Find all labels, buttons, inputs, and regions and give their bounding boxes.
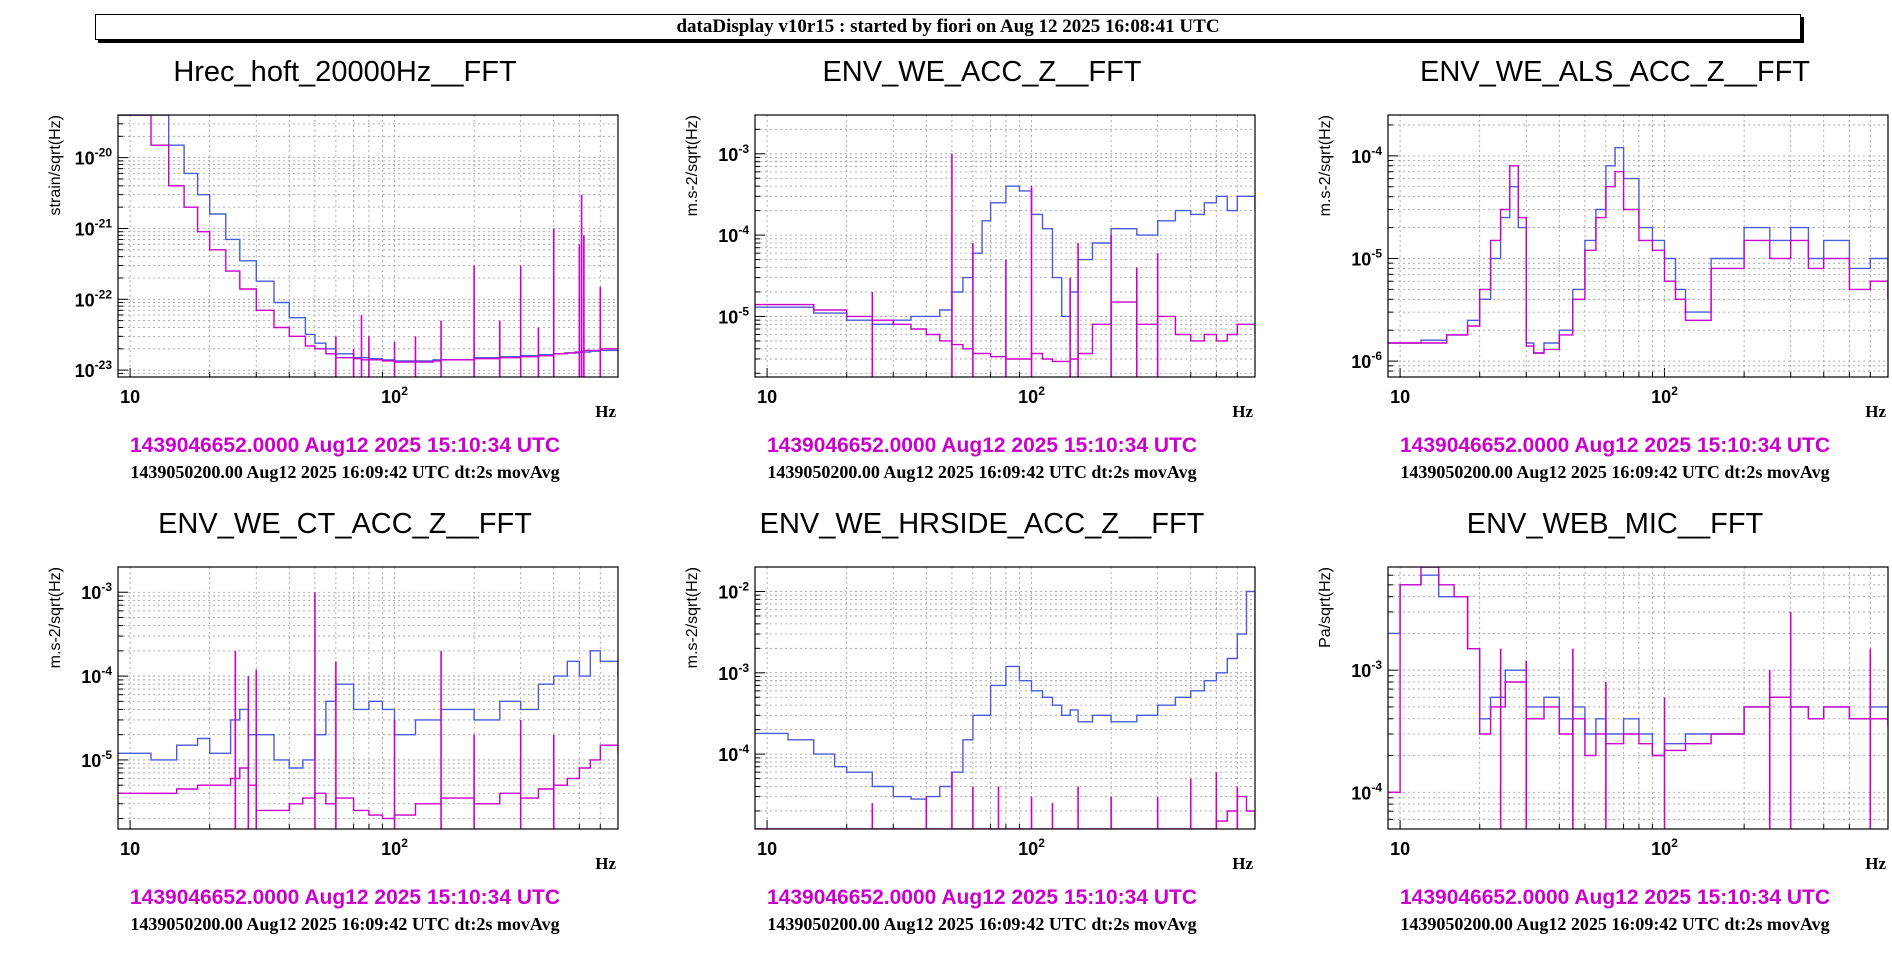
y-tick-label: 10-23 <box>75 358 113 381</box>
y-tick-label: 10-3 <box>1351 658 1382 681</box>
x-tick-label: 102 <box>1018 384 1045 407</box>
plot-panel-web-mic: 10-4 10-3 10 102 Hz Pa/sqrt(Hz) ENV_WEB_MIC__… <box>1300 507 1892 957</box>
spectrum-line <box>118 650 618 769</box>
series-group <box>755 153 1255 377</box>
y-axis-label: m.s-2/sqrt(Hz) <box>1317 115 1334 216</box>
x-tick-label: 10 <box>1390 839 1410 859</box>
chart-we-ct-acc-z: 10-5 10-4 10-3 10 102 Hz m.s-2/sqrt(Hz) <box>47 566 619 873</box>
chart-title: ENV_WE_ALS_ACC_Z__FFT <box>1419 56 1810 88</box>
x-axis-label: Hz <box>595 402 616 421</box>
chart-we-als-acc-z: 10-6 10-5 10-4 10 102 Hz m.s-2/sqrt(Hz) <box>1317 114 1889 421</box>
x-axis-label: Hz <box>1232 402 1253 421</box>
chart-title: ENV_WE_CT_ACC_Z__FFT <box>158 508 532 540</box>
display-header: dataDisplay v10r15 : started by fiori on… <box>95 14 1801 40</box>
plot-frame <box>1387 114 1889 378</box>
plot-frame <box>1387 566 1889 830</box>
plot-panel-we-ct-acc-z: 10-5 10-4 10-3 10 102 Hz m.s-2/sqrt(Hz) ENV_WE… <box>30 507 660 957</box>
x-axis-label: Hz <box>1865 854 1886 873</box>
spectrum-line <box>1388 567 1888 793</box>
series-group <box>118 592 618 829</box>
plot-frame <box>117 566 619 830</box>
spectrum-line <box>1388 147 1888 354</box>
x-tick-label: 10 <box>120 387 140 407</box>
chart-hoft: 10-23 10-22 10-21 10-20 10 102 Hz strain/sqrt(H… <box>47 114 619 421</box>
y-tick-label: 10-3 <box>718 142 749 165</box>
y-tick-label: 10-20 <box>75 146 113 169</box>
spectrum-line <box>1388 165 1888 354</box>
spectrum-line <box>118 115 618 362</box>
x-axis-label: Hz <box>1865 402 1886 421</box>
y-tick-label: 10-3 <box>81 580 112 603</box>
chart-web-mic: 10-4 10-3 10 102 Hz Pa/sqrt(Hz) <box>1317 566 1889 873</box>
x-tick-label: 102 <box>1018 836 1045 859</box>
spectrum-line <box>755 301 1255 363</box>
spectrum-line <box>118 744 618 820</box>
plot-frame <box>754 566 1256 830</box>
spectrum-line <box>755 590 1255 800</box>
y-tick-label: 10-5 <box>718 304 749 327</box>
y-tick-label: 10-6 <box>1351 349 1382 372</box>
x-tick-label: 102 <box>381 384 408 407</box>
y-tick-label: 10-4 <box>81 664 112 687</box>
series-group <box>1388 567 1888 829</box>
current-time-label: 1439050200.00 Aug12 2025 16:09:42 UTC dt… <box>130 462 560 482</box>
y-tick-label: 10-4 <box>1351 780 1382 803</box>
x-tick-label: 10 <box>1390 387 1410 407</box>
y-axis-label: strain/sqrt(Hz) <box>47 115 64 215</box>
y-axis-label: Pa/sqrt(Hz) <box>1317 567 1334 648</box>
current-time-label: 1439050200.00 Aug12 2025 16:09:42 UTC dt… <box>767 462 1197 482</box>
plot-frame <box>117 114 619 378</box>
y-axis-label: m.s-2/sqrt(Hz) <box>684 567 701 668</box>
y-tick-label: 10-21 <box>75 216 113 239</box>
y-tick-label: 10-4 <box>718 223 749 246</box>
chart-we-acc-z: 10-5 10-4 10-3 10 102 Hz m.s-2/sqrt(Hz) <box>684 114 1256 421</box>
y-tick-label: 10-5 <box>81 748 112 771</box>
x-tick-label: 10 <box>757 839 777 859</box>
spectrum-line <box>1388 574 1888 757</box>
chart-we-hrside-acc-z: 10-4 10-3 10-2 10 102 Hz m.s-2/sqrt(Hz) <box>684 566 1256 873</box>
current-time-label: 1439050200.00 Aug12 2025 16:09:42 UTC dt… <box>130 914 560 934</box>
plot-frame <box>754 114 1256 378</box>
x-tick-label: 10 <box>120 839 140 859</box>
reference-time-label: 1439046652.0000 Aug12 2025 15:10:34 UTC <box>766 434 1198 457</box>
plot-panel-we-als-acc-z: 10-6 10-5 10-4 10 102 Hz m.s-2/sqrt(Hz) ENV_WE… <box>1300 55 1892 505</box>
current-time-label: 1439050200.00 Aug12 2025 16:09:42 UTC dt… <box>1400 462 1830 482</box>
current-time-label: 1439050200.00 Aug12 2025 16:09:42 UTC dt… <box>1400 914 1830 934</box>
y-tick-label: 10-3 <box>718 661 749 684</box>
reference-time-label: 1439046652.0000 Aug12 2025 15:10:34 UTC <box>129 434 561 457</box>
reference-time-label: 1439046652.0000 Aug12 2025 15:10:34 UTC <box>1399 886 1831 909</box>
y-tick-label: 10-4 <box>718 742 749 765</box>
x-tick-label: 102 <box>381 836 408 859</box>
chart-title: ENV_WE_ACC_Z__FFT <box>822 56 1142 88</box>
spectrum-line <box>755 185 1255 325</box>
x-tick-label: 10 <box>757 387 777 407</box>
x-axis-label: Hz <box>1232 854 1253 873</box>
spectrum-line <box>755 795 1255 829</box>
y-tick-label: 10-4 <box>1351 144 1382 167</box>
series-group <box>118 115 618 377</box>
y-axis-label: m.s-2/sqrt(Hz) <box>684 115 701 216</box>
chart-title: ENV_WEB_MIC__FFT <box>1466 508 1764 540</box>
chart-title: ENV_WE_HRSIDE_ACC_Z__FFT <box>759 508 1205 540</box>
series-group <box>1388 147 1888 354</box>
reference-time-label: 1439046652.0000 Aug12 2025 15:10:34 UTC <box>1399 434 1831 457</box>
plot-panel-hoft: 10-23 10-22 10-21 10-20 10 102 Hz strain/sqrt(H… <box>30 55 660 505</box>
x-tick-label: 102 <box>1651 384 1678 407</box>
x-axis-label: Hz <box>595 854 616 873</box>
y-tick-label: 10-22 <box>75 287 113 310</box>
spectrum-line <box>118 115 618 363</box>
series-group <box>755 590 1255 829</box>
reference-time-label: 1439046652.0000 Aug12 2025 15:10:34 UTC <box>766 886 1198 909</box>
plot-panel-we-acc-z: 10-5 10-4 10-3 10 102 Hz m.s-2/sqrt(Hz) ENV_WE… <box>667 55 1297 505</box>
y-tick-label: 10-5 <box>1351 246 1382 269</box>
current-time-label: 1439050200.00 Aug12 2025 16:09:42 UTC dt… <box>767 914 1197 934</box>
reference-time-label: 1439046652.0000 Aug12 2025 15:10:34 UTC <box>129 886 561 909</box>
x-tick-label: 102 <box>1651 836 1678 859</box>
plot-panel-we-hrside-acc-z: 10-4 10-3 10-2 10 102 Hz m.s-2/sqrt(Hz) ENV_WE… <box>667 507 1297 957</box>
y-tick-label: 10-2 <box>718 579 749 602</box>
chart-title: Hrec_hoft_20000Hz__FFT <box>173 56 517 88</box>
y-axis-label: m.s-2/sqrt(Hz) <box>47 567 64 668</box>
